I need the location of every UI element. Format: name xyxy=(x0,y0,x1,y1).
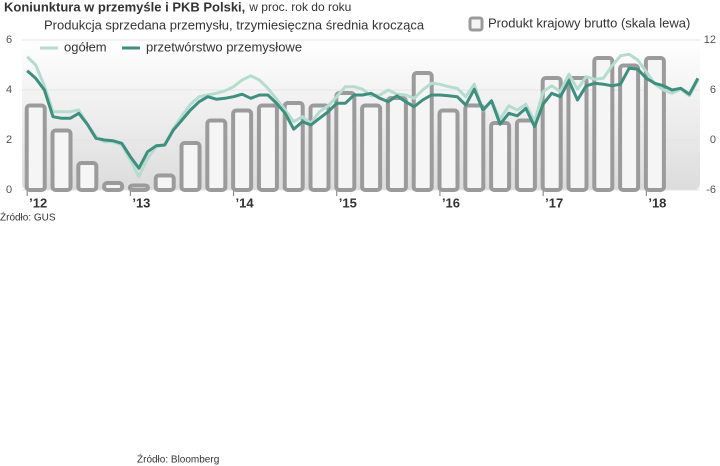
x-tick-label: ’14 xyxy=(236,195,255,210)
x-tick-label: ’18 xyxy=(648,195,666,210)
bar xyxy=(618,63,641,192)
y-tick-label: 0 xyxy=(6,184,12,196)
bar xyxy=(489,121,512,192)
line xyxy=(26,52,700,179)
y-tick-label: 4 xyxy=(6,84,12,96)
line xyxy=(26,66,700,170)
x-tick-label: ’16 xyxy=(442,195,460,210)
x-tick-label: ’13 xyxy=(132,195,150,210)
legend-swatch xyxy=(468,16,484,32)
bar xyxy=(102,181,125,192)
y2-tick-label: -6 xyxy=(706,184,716,196)
bar xyxy=(50,128,73,192)
bar xyxy=(205,118,228,192)
lines xyxy=(26,52,700,179)
bar xyxy=(360,103,383,192)
bar xyxy=(540,76,563,192)
legend-label: Produkt krajowy brutto (skala lewa) xyxy=(488,15,690,30)
x-tick-label: ’12 xyxy=(29,195,47,210)
chart-title: Koniunktura w przemyśle i PKB Polski, xyxy=(4,0,245,14)
bar xyxy=(334,91,357,192)
bar xyxy=(256,103,279,192)
y2-tick-label: 0 xyxy=(710,134,716,146)
bar xyxy=(643,56,666,192)
bar xyxy=(127,183,150,192)
bar xyxy=(385,96,408,192)
bar xyxy=(592,56,615,192)
chart-subtitle: w proc. rok do roku xyxy=(248,0,351,14)
annotation: Produkcja sprzedana przemysłu, trzymiesi… xyxy=(44,17,425,32)
x-tick-label: ’15 xyxy=(339,195,357,210)
bar xyxy=(463,103,486,192)
y2-tick-label: 12 xyxy=(704,34,716,46)
y-tick-label: 2 xyxy=(6,134,12,146)
bar xyxy=(153,173,176,192)
legend-label: ogółem xyxy=(64,39,107,54)
x-tick-label: ’17 xyxy=(545,195,563,210)
bar xyxy=(308,103,331,192)
bar xyxy=(179,141,202,192)
source: Źródło: GUS xyxy=(0,211,56,224)
bar xyxy=(566,76,589,192)
bar xyxy=(24,103,47,192)
bar xyxy=(231,108,254,192)
bar xyxy=(76,161,99,192)
bar xyxy=(437,108,460,192)
legend-label: przetwórstwo przemysłowe xyxy=(146,39,302,54)
y-tick-label: 6 xyxy=(6,34,12,46)
source: Źródło: Bloomberg xyxy=(137,453,219,466)
bar xyxy=(514,118,537,192)
bars xyxy=(24,56,666,192)
y2-tick-label: 6 xyxy=(710,84,716,96)
